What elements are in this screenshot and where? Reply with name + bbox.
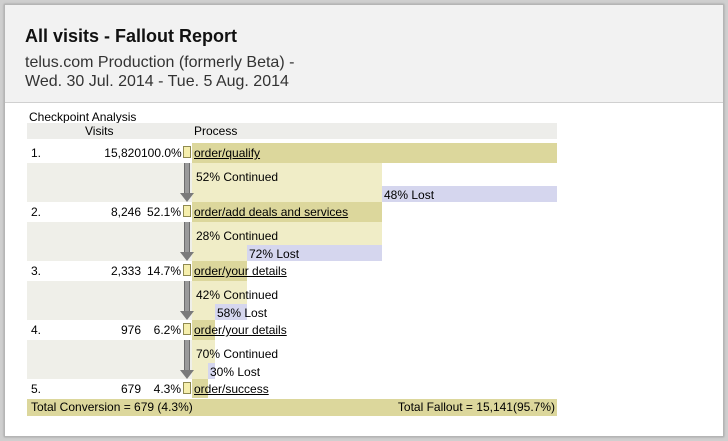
down-arrow-icon: [184, 281, 190, 311]
checkpoint-page-link[interactable]: order/qualify: [194, 146, 261, 160]
checkpoint-bar: [192, 379, 208, 398]
total-fallout: Total Fallout = 15,141(95.7%): [397, 400, 555, 414]
down-arrow-icon: [184, 163, 190, 193]
page-icon: [183, 382, 191, 394]
transition-row: 70% Continued 30% Lost: [27, 340, 557, 379]
total-conversion: Total Conversion = 679 (4.3%): [31, 400, 193, 414]
transition-row: 42% Continued 58% Lost: [27, 281, 557, 320]
checkpoint-number: 5.: [31, 382, 42, 396]
transition-bg: [27, 163, 192, 202]
checkpoint-row: 3. 2,333 14.7% order/your details: [27, 261, 557, 281]
date-range: Wed. 30 Jul. 2014 - Tue. 5 Aug. 2014: [25, 73, 289, 90]
checkpoint-row: 4. 976 6.2% order/your details: [27, 320, 557, 340]
continued-bar: [192, 163, 382, 202]
checkpoint-bar: [192, 261, 247, 281]
checkpoint-page-link[interactable]: order/success: [194, 382, 269, 396]
process-column-header: Process: [194, 124, 238, 138]
down-arrow-icon: [184, 222, 190, 252]
checkpoint-visits: 8,246: [110, 205, 141, 219]
checkpoint-bar: [192, 202, 382, 222]
checkpoint-visits: 15,820: [104, 146, 141, 160]
continued-label: 70% Continued: [196, 347, 279, 361]
checkpoint-percent: 52.1%: [146, 205, 181, 219]
lost-label: 72% Lost: [249, 247, 300, 261]
checkpoint-percent: 100.0%: [141, 146, 182, 160]
checkpoint-row: 2. 8,246 52.1% order/add deals and servi…: [27, 202, 557, 222]
page-icon: [183, 205, 191, 217]
checkpoint-percent: 4.3%: [153, 382, 181, 396]
checkpoint-percent: 6.2%: [153, 323, 181, 337]
lost-bar: [215, 304, 247, 320]
page-icon: [183, 323, 191, 335]
arrow-head-icon: [180, 252, 194, 261]
lost-label: 30% Lost: [210, 365, 261, 379]
transition-row: 52% Continued 48% Lost: [27, 163, 557, 202]
checkpoint-visits: 2,333: [110, 264, 141, 278]
continued-label: 52% Continued: [196, 170, 279, 184]
continued-label: 42% Continued: [196, 288, 279, 302]
arrow-head-icon: [180, 193, 194, 202]
lost-bar: [382, 186, 557, 202]
page-icon: [183, 146, 191, 158]
checkpoint-number: 2.: [31, 205, 42, 219]
checkpoint-page-link[interactable]: order/your details: [194, 323, 287, 337]
site-name: telus.com Production (formerly Beta) -: [25, 54, 295, 71]
table-caption: Checkpoint Analysis: [29, 110, 137, 124]
arrow-head-icon: [180, 311, 194, 320]
transition-bg: [27, 340, 192, 379]
transition-bg: [27, 281, 192, 320]
report-subtitle: telus.com Production (formerly Beta) - W…: [25, 53, 294, 91]
transition-bg: [27, 222, 192, 261]
lost-label: 58% Lost: [217, 306, 268, 320]
checkpoint-percent: 14.7%: [146, 264, 181, 278]
column-header-row: Visits Process: [27, 123, 557, 139]
lost-bar: [208, 363, 215, 379]
checkpoint-visits: 679: [120, 382, 141, 396]
checkpoint-page-link[interactable]: order/add deals and services: [194, 205, 349, 219]
visits-column-header: Visits: [85, 124, 114, 138]
checkpoint-number: 3.: [31, 264, 42, 278]
lost-label: 48% Lost: [384, 188, 435, 202]
page-icon: [183, 264, 191, 276]
continued-label: 28% Continued: [196, 229, 279, 243]
down-arrow-icon: [184, 340, 190, 370]
transition-row: 28% Continued 72% Lost: [27, 222, 557, 261]
totals-footer: Total Conversion = 679 (4.3%) Total Fall…: [27, 399, 557, 416]
arrow-head-icon: [180, 370, 194, 379]
checkpoint-row: 1. 15,820 100.0% order/qualify: [27, 143, 557, 163]
checkpoint-number: 4.: [31, 323, 42, 337]
report-title: All visits - Fallout Report: [25, 26, 238, 46]
checkpoint-visits: 976: [120, 323, 141, 337]
checkpoint-page-link[interactable]: order/your details: [194, 264, 287, 278]
report-header: All visits - Fallout Report telus.com Pr…: [5, 5, 723, 103]
checkpoint-bar: [192, 320, 215, 340]
checkpoint-row: 5. 679 4.3% order/success: [27, 379, 557, 398]
report-frame: All visits - Fallout Report telus.com Pr…: [4, 4, 724, 437]
lost-bar: [247, 245, 382, 261]
checkpoint-number: 1.: [31, 146, 42, 160]
checkpoint-bar: [192, 143, 557, 163]
